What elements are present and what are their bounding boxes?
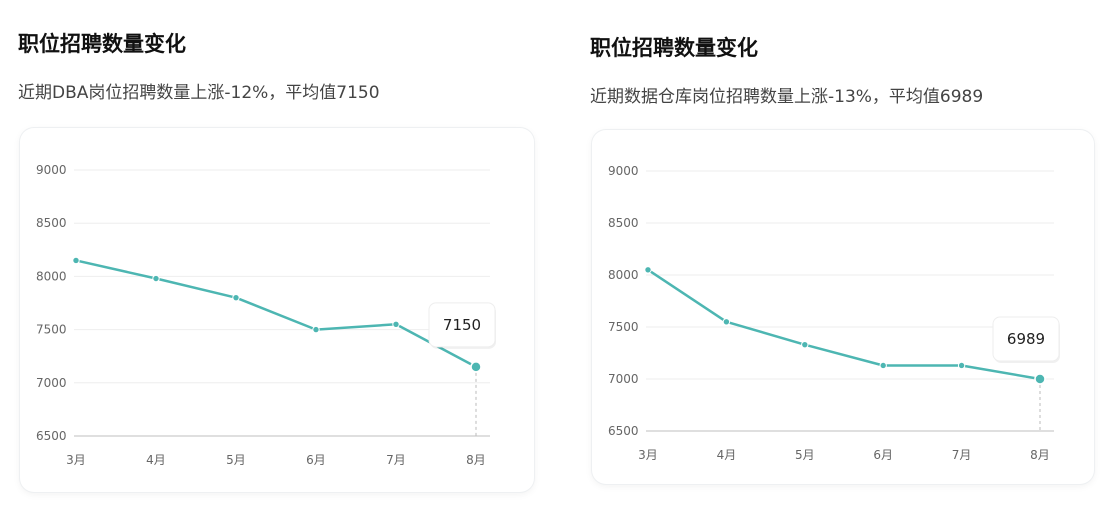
x-tick-label: 7月 [952,448,972,462]
y-tick-label: 7000 [36,376,67,390]
x-tick-label: 5月 [226,453,246,467]
data-point[interactable] [957,361,966,370]
value-tooltip: 7150 [428,302,496,349]
y-tick-label: 9000 [608,164,639,178]
panel-subtitle: 近期数据仓库岗位招聘数量上涨-13%，平均值6989 [590,87,984,107]
tooltip-value: 7150 [443,316,481,334]
highlighted-data-point[interactable] [1034,373,1046,385]
data-point[interactable] [72,256,80,265]
x-tick-label: 6月 [306,453,326,467]
chart-panel-data-warehouse: 职位招聘数量变化 近期数据仓库岗位招聘数量上涨-13%，平均值6989 6500… [556,0,1112,512]
x-tick-label: 6月 [873,448,893,462]
value-tooltip: 6989 [992,316,1060,363]
x-tick-label: 3月 [66,453,86,467]
series-line [646,268,1042,381]
tooltip-box [992,316,1060,362]
y-tick-label: 8000 [36,269,67,283]
x-tick-label: 7月 [386,453,406,467]
tooltip-box [428,302,496,348]
x-tick-label: 3月 [638,448,658,462]
y-tick-label: 7500 [36,323,67,337]
tooltip-value: 6989 [1007,330,1045,348]
panel-subtitle: 近期DBA岗位招聘数量上涨-12%，平均值7150 [18,83,380,103]
data-point[interactable] [392,320,400,328]
x-tick-label: 8月 [466,453,486,467]
y-tick-label: 6500 [36,429,67,443]
y-tick-label: 7000 [608,372,639,386]
data-point[interactable] [232,293,240,302]
data-point[interactable] [152,274,160,283]
data-point[interactable] [801,340,809,349]
panel-title: 职位招聘数量变化 [590,36,758,60]
y-tick-label: 8500 [36,216,67,230]
line-chart: 6500 7000 7500 8000 8500 9000 3月 4月 5月 6月 7月 8月 7150 [36,163,496,467]
series-line [74,259,478,369]
x-tick-label: 4月 [717,448,737,462]
x-tick-label: 8月 [1030,448,1050,462]
y-tick-label: 8500 [608,216,639,230]
line-chart: 6500 7000 7500 8000 8500 9000 3月 4月 5月 6月 7月 8月 6989 [608,164,1060,462]
y-tick-label: 9000 [36,163,67,177]
chart-card: 6500 7000 7500 8000 8500 9000 3月 4月 5月 6月 7月 8月 6989 [592,130,1094,484]
chart-panel-dba: 职位招聘数量变化 近期DBA岗位招聘数量上涨-12%，平均值7150 6500 7… [0,0,556,512]
x-tick-label: 5月 [795,448,815,462]
y-tick-label: 7500 [608,320,639,334]
data-point[interactable] [312,325,320,334]
data-point[interactable] [879,361,887,370]
y-tick-label: 8000 [608,268,639,282]
chart-card: 6500 7000 7500 8000 8500 9000 3月 4月 5月 6月 7月 8月 7150 [20,128,534,492]
highlighted-data-point[interactable] [470,361,482,373]
panel-title: 职位招聘数量变化 [18,32,186,56]
y-tick-label: 6500 [608,424,639,438]
data-point[interactable] [644,266,652,274]
x-tick-label: 4月 [146,453,166,467]
data-point[interactable] [722,318,731,326]
